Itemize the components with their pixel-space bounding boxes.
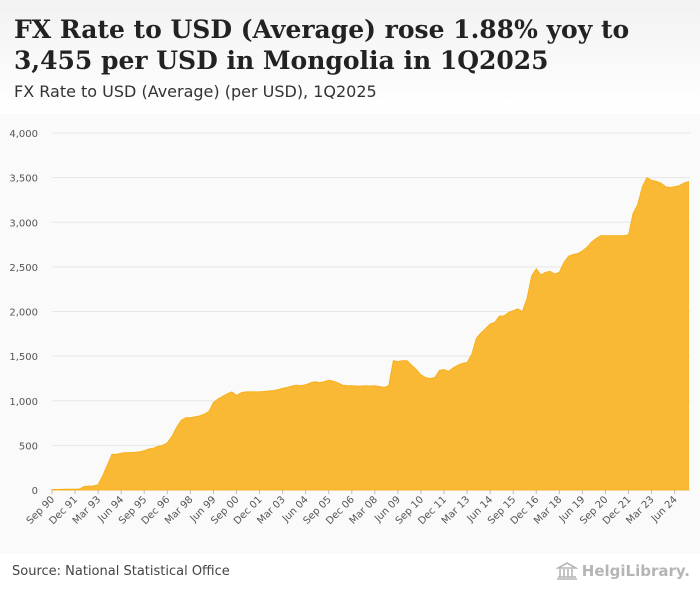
gridlines [52, 132, 690, 491]
chart-subtitle: FX Rate to USD (Average) (per USD), 1Q20… [14, 82, 377, 101]
y-tick-label: 4,000 [9, 129, 38, 140]
y-tick-label: 2,000 [9, 308, 38, 319]
y-tick-label: 1,500 [9, 352, 38, 363]
y-tick-label: 2,500 [9, 263, 38, 274]
y-tick-label: 1,000 [9, 397, 38, 408]
chart-title: FX Rate to USD (Average) rose 1.88% yoy … [14, 15, 630, 75]
fx-rate-chart: 05001,0001,5002,0002,5003,0003,5004,000 … [9, 129, 690, 527]
footer: Source: National Statistical Office Helg… [0, 554, 700, 596]
header: FX Rate to USD (Average) rose 1.88% yoy … [0, 0, 700, 114]
helgi-library-logo: HelgiLibrary. [555, 562, 690, 580]
y-tick-label: 500 [19, 441, 38, 452]
x-tick-label: Jun 24 [649, 494, 680, 525]
y-tick-label: 3,000 [9, 218, 38, 229]
y-axis: 0 500 1,000 1,500 2,000 2,500 3,000 3,500 4,000 [9, 129, 38, 497]
library-building-icon [555, 562, 578, 580]
y-tick-label: 0 [32, 486, 38, 497]
source-note: Source: National Statistical Office [12, 564, 230, 579]
chart-area: 0 500 1,000 1,500 2,000 2,500 3,000 3,500 4,000 … [0, 114, 700, 554]
y-tick-label: 3,500 [9, 174, 38, 185]
logo-text: HelgiLibrary. [581, 562, 690, 580]
fx-rate-area-series [51, 177, 689, 491]
